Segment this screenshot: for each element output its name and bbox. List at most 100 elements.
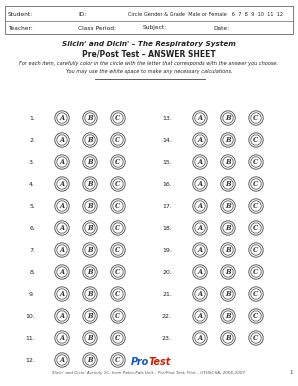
- Text: B: B: [87, 268, 93, 276]
- Text: B: B: [87, 312, 93, 320]
- Text: C: C: [253, 158, 259, 166]
- Text: 21.: 21.: [162, 291, 172, 296]
- Text: You may use the white space to make any necessary calculations.: You may use the white space to make any …: [66, 69, 232, 74]
- Text: C: C: [253, 290, 259, 298]
- Text: Student:: Student:: [8, 12, 33, 17]
- Text: Pro: Pro: [131, 357, 149, 367]
- Text: A: A: [59, 224, 65, 232]
- Text: B: B: [87, 202, 93, 210]
- Text: Subject:: Subject:: [143, 25, 167, 30]
- Text: 18.: 18.: [162, 225, 172, 230]
- Text: 11.: 11.: [25, 335, 35, 340]
- Text: 16.: 16.: [162, 181, 172, 186]
- Text: A: A: [59, 202, 65, 210]
- Text: Teacher:: Teacher:: [8, 25, 33, 30]
- Text: 14.: 14.: [162, 137, 172, 142]
- Text: 8.: 8.: [29, 269, 35, 274]
- Text: 10.: 10.: [25, 313, 35, 318]
- Text: B: B: [87, 356, 93, 364]
- Text: A: A: [59, 246, 65, 254]
- Text: 5.: 5.: [29, 203, 35, 208]
- Text: B: B: [225, 114, 231, 122]
- Text: A: A: [198, 246, 203, 254]
- Text: 12.: 12.: [25, 357, 35, 362]
- Text: B: B: [225, 268, 231, 276]
- Text: C: C: [115, 224, 121, 232]
- Text: A: A: [59, 268, 65, 276]
- Text: Circle Gender & Grade  Male or Female   6  7  8  9  10  11  12: Circle Gender & Grade Male or Female 6 7…: [128, 12, 283, 17]
- Text: C: C: [115, 114, 121, 122]
- Text: C: C: [253, 114, 259, 122]
- Text: 23.: 23.: [162, 335, 172, 340]
- Text: Slicin' and Dicin' Activity 1C, from Paleo-Pals Unit – Pre/Post Test, Pilot – UT: Slicin' and Dicin' Activity 1C, from Pal…: [52, 371, 246, 375]
- Text: B: B: [225, 312, 231, 320]
- Text: B: B: [87, 290, 93, 298]
- Text: B: B: [225, 136, 231, 144]
- Text: Date:: Date:: [213, 25, 229, 30]
- Text: A: A: [59, 312, 65, 320]
- Text: A: A: [59, 158, 65, 166]
- Text: B: B: [87, 246, 93, 254]
- Text: A: A: [59, 180, 65, 188]
- Text: B: B: [87, 224, 93, 232]
- Text: 3.: 3.: [29, 159, 35, 164]
- Text: C: C: [115, 334, 121, 342]
- Text: 7.: 7.: [29, 247, 35, 252]
- Text: For each item, carefully color in the circle with the letter that corresponds wi: For each item, carefully color in the ci…: [19, 61, 279, 66]
- Text: 19.: 19.: [162, 247, 172, 252]
- Text: 6.: 6.: [29, 225, 35, 230]
- Text: C: C: [253, 180, 259, 188]
- Text: C: C: [253, 312, 259, 320]
- Text: C: C: [253, 246, 259, 254]
- Text: A: A: [198, 268, 203, 276]
- Text: B: B: [225, 246, 231, 254]
- Text: 17.: 17.: [162, 203, 172, 208]
- Text: C: C: [115, 246, 121, 254]
- Text: 15.: 15.: [162, 159, 172, 164]
- Text: C: C: [115, 136, 121, 144]
- Text: A: A: [198, 290, 203, 298]
- Text: B: B: [87, 180, 93, 188]
- Text: B: B: [225, 158, 231, 166]
- Text: C: C: [115, 290, 121, 298]
- Text: Test: Test: [149, 357, 171, 367]
- Text: Class Period:: Class Period:: [78, 25, 116, 30]
- Text: Pre/Post Test – ANSWER SHEET: Pre/Post Test – ANSWER SHEET: [82, 49, 216, 59]
- Text: 20.: 20.: [162, 269, 172, 274]
- Text: C: C: [115, 202, 121, 210]
- Text: 1: 1: [289, 371, 293, 376]
- Text: A: A: [198, 312, 203, 320]
- Text: B: B: [225, 334, 231, 342]
- Text: B: B: [225, 290, 231, 298]
- Text: C: C: [115, 180, 121, 188]
- Text: C: C: [253, 202, 259, 210]
- Text: C: C: [115, 312, 121, 320]
- Text: A: A: [198, 180, 203, 188]
- Text: C: C: [115, 158, 121, 166]
- Text: B: B: [225, 224, 231, 232]
- Text: A: A: [198, 202, 203, 210]
- Text: C: C: [253, 136, 259, 144]
- Text: B: B: [225, 202, 231, 210]
- Text: A: A: [198, 334, 203, 342]
- Text: B: B: [87, 158, 93, 166]
- Text: A: A: [59, 290, 65, 298]
- Text: Slicin' and Dicin' – The Respiratory System: Slicin' and Dicin' – The Respiratory Sys…: [62, 41, 236, 47]
- Text: 9.: 9.: [29, 291, 35, 296]
- Text: B: B: [225, 180, 231, 188]
- Text: C: C: [115, 356, 121, 364]
- Text: A: A: [198, 158, 203, 166]
- Text: 4.: 4.: [29, 181, 35, 186]
- Bar: [5, 6, 293, 34]
- Text: B: B: [87, 114, 93, 122]
- Text: A: A: [59, 114, 65, 122]
- Text: A: A: [59, 136, 65, 144]
- Text: 13.: 13.: [162, 115, 172, 120]
- Text: B: B: [87, 334, 93, 342]
- Text: 1.: 1.: [29, 115, 35, 120]
- Text: C: C: [253, 334, 259, 342]
- Text: C: C: [253, 224, 259, 232]
- Text: 22.: 22.: [162, 313, 172, 318]
- Text: 2.: 2.: [29, 137, 35, 142]
- Text: C: C: [253, 268, 259, 276]
